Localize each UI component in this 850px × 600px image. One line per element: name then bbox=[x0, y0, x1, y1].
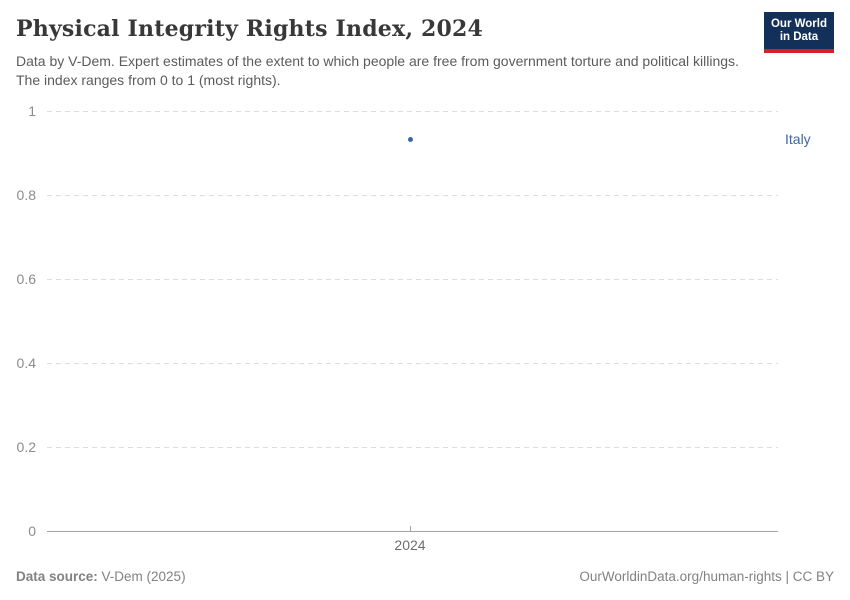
data-source-label: Data source: bbox=[16, 569, 98, 584]
y-tick-label: 0.4 bbox=[16, 354, 36, 371]
data-source-value: V-Dem (2025) bbox=[97, 569, 186, 584]
owid-logo-line2: in Data bbox=[779, 31, 819, 43]
y-tick-label: 0.8 bbox=[16, 186, 36, 203]
series-label-italy[interactable]: Italy bbox=[785, 131, 811, 148]
gridline bbox=[47, 278, 778, 280]
gridline bbox=[47, 194, 778, 196]
y-tick-label: 0.6 bbox=[16, 270, 36, 287]
data-point-italy[interactable] bbox=[407, 137, 413, 143]
gridline bbox=[47, 362, 778, 364]
data-source: Data source: V-Dem (2025) bbox=[16, 569, 186, 584]
page-title: Physical Integrity Rights Index, 2024 bbox=[16, 16, 484, 42]
y-tick-label: 0 bbox=[28, 523, 36, 539]
owid-logo-line1: Our World bbox=[770, 18, 827, 30]
gridline bbox=[47, 110, 778, 112]
owid-logo: Our World in Data bbox=[763, 12, 834, 53]
gridline bbox=[47, 446, 778, 448]
chart-subtitle: Data by V-Dem. Expert estimates of the e… bbox=[16, 53, 739, 88]
x-tick-label: 2024 bbox=[394, 537, 426, 553]
attribution-link[interactable]: OurWorldinData.org/human-rights | CC BY bbox=[579, 569, 834, 584]
x-tick-mark bbox=[410, 526, 411, 531]
y-tick-label: 1 bbox=[28, 102, 36, 119]
y-tick-label: 0.2 bbox=[16, 438, 36, 455]
x-axis-line bbox=[47, 531, 778, 532]
chart-footer: Data source: V-Dem (2025) OurWorldinData… bbox=[16, 569, 834, 584]
